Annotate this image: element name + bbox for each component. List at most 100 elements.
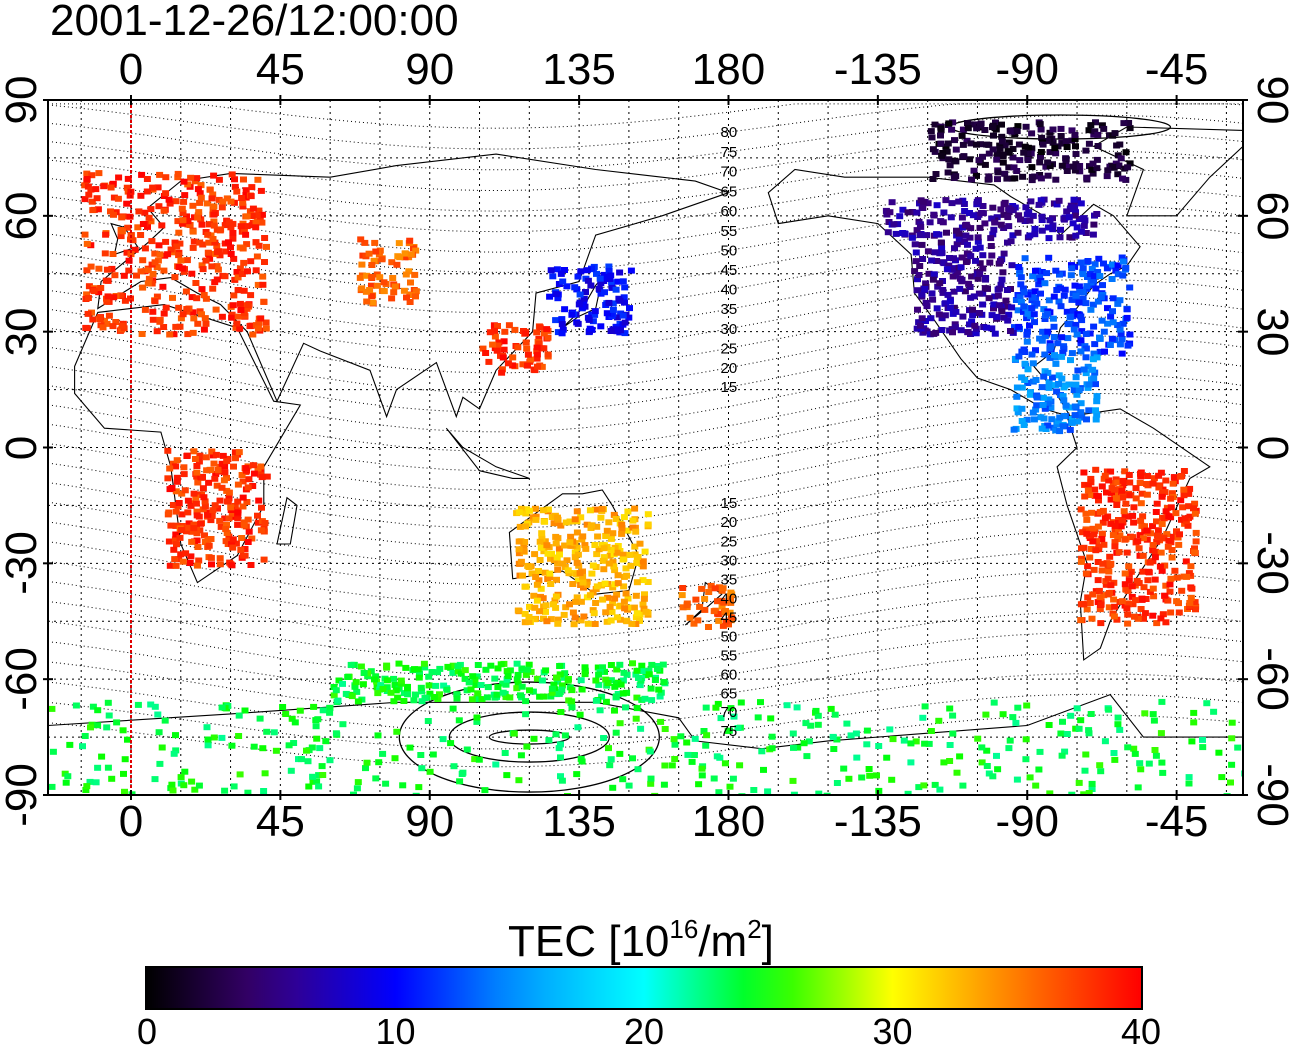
tec-cell (517, 752, 525, 759)
tec-cell (94, 206, 102, 213)
tec-cell (1093, 165, 1101, 172)
tec-cell (1098, 567, 1106, 574)
tec-cell (533, 597, 541, 604)
tec-cell (1117, 523, 1125, 530)
tec-cell (961, 288, 969, 295)
tec-cell (182, 528, 190, 535)
tec-cell (115, 174, 123, 181)
tec-cell (607, 328, 615, 334)
tec-cell (998, 308, 1006, 315)
tec-cell (607, 272, 615, 279)
tec-cell (1039, 328, 1047, 335)
tec-cell (698, 585, 706, 592)
tec-cell (648, 697, 656, 704)
tec-cell (503, 676, 511, 683)
tec-cell (456, 778, 464, 785)
tec-cell (250, 462, 257, 469)
tec-cell (531, 505, 539, 512)
tec-cell (372, 673, 380, 680)
mag-lat-label: 50 (720, 629, 737, 646)
tec-cell (172, 323, 180, 330)
tec-cell (350, 791, 357, 795)
tec-cell (1144, 482, 1152, 489)
tec-cell (1151, 554, 1159, 561)
tec-cell (971, 121, 979, 128)
tec-cell (678, 592, 686, 599)
tec-cell (202, 320, 210, 327)
tec-cell (1033, 402, 1041, 409)
tec-cell (557, 741, 564, 748)
tec-cell (418, 698, 426, 705)
tec-cell (525, 618, 533, 625)
tec-cell (1035, 766, 1043, 773)
tec-cell (242, 231, 250, 238)
tec-cell (502, 694, 510, 701)
tec-cell (183, 306, 191, 312)
tec-cell (951, 324, 959, 331)
tec-cell (439, 736, 447, 743)
tec-cell (225, 489, 233, 496)
tec-cell (1118, 254, 1126, 261)
tec-cell (966, 156, 974, 163)
tec-cell (1037, 197, 1045, 204)
tec-cell (734, 725, 742, 731)
tec-cell (960, 153, 968, 160)
tec-cell (243, 499, 251, 505)
tec-cell (494, 342, 502, 349)
tec-cell (944, 140, 952, 147)
tec-cell (553, 674, 561, 681)
tec-cell (1005, 139, 1013, 146)
tec-cell (610, 563, 618, 570)
tec-cell (1016, 294, 1024, 301)
tec-cell (1036, 748, 1044, 755)
tec-cell (210, 203, 218, 210)
tec-cell (1109, 308, 1116, 315)
tec-cell (521, 610, 529, 617)
tec-cell (207, 517, 215, 524)
tec-cell (260, 298, 268, 305)
tec-cell (96, 316, 104, 322)
tec-cell (379, 750, 387, 757)
colorbar-tick-label: 30 (872, 1011, 913, 1052)
tec-cell (624, 527, 632, 534)
tec-cell (730, 713, 738, 720)
tec-cell (1173, 598, 1181, 605)
tec-cell (714, 598, 721, 605)
tec-cell (94, 722, 102, 729)
tec-cell (727, 599, 735, 606)
coastline (276, 496, 298, 545)
tec-cell (1023, 315, 1031, 322)
tec-cell (958, 254, 966, 261)
tec-cell (988, 312, 996, 319)
tec-cell (589, 318, 597, 325)
tec-cell (313, 778, 321, 785)
tec-cell (263, 243, 270, 250)
tec-cell (557, 709, 565, 715)
tec-cell (418, 765, 426, 772)
tec-cell (1141, 610, 1149, 617)
tec-cell (319, 772, 327, 778)
tec-cell (1078, 414, 1086, 421)
tec-cell (564, 677, 572, 684)
tec-cell (1125, 563, 1133, 570)
tec-cell (616, 661, 624, 668)
magnetic-latitude-labels: 8075706560555045403530252015152025303540… (720, 124, 737, 740)
tec-cell (1080, 366, 1088, 373)
tec-cell (591, 542, 599, 548)
tec-cell (180, 782, 188, 789)
tec-cell (372, 248, 380, 255)
tec-cell (87, 263, 95, 270)
tec-cell (1199, 736, 1206, 743)
tec-cell (1165, 537, 1173, 544)
tec-cell (1149, 612, 1157, 619)
tec-cell (515, 777, 523, 784)
tec-cell (978, 759, 986, 766)
tec-cell (522, 339, 530, 346)
tec-cell (919, 714, 927, 721)
bottom-lon-tick-label: -90 (995, 797, 1060, 846)
tec-cell (863, 727, 871, 734)
mag-lat-label: 15 (720, 379, 737, 396)
tec-cell (205, 542, 213, 549)
tec-cell (1175, 541, 1183, 548)
tec-cell (199, 266, 207, 273)
